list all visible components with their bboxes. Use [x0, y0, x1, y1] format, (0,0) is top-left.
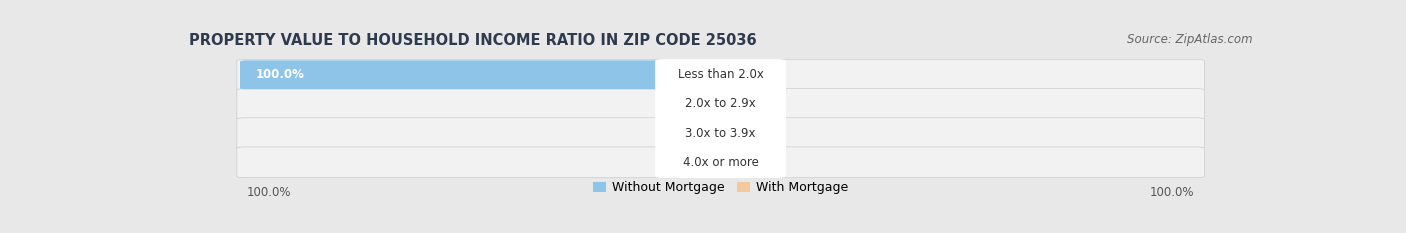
Text: 2.0x to 2.9x: 2.0x to 2.9x	[685, 97, 756, 110]
FancyBboxPatch shape	[688, 148, 725, 176]
Text: 0.0%: 0.0%	[657, 97, 686, 110]
FancyBboxPatch shape	[716, 61, 754, 89]
Text: 0.0%: 0.0%	[755, 97, 785, 110]
FancyBboxPatch shape	[240, 60, 727, 89]
Text: 4.0x or more: 4.0x or more	[683, 156, 758, 169]
FancyBboxPatch shape	[655, 59, 786, 91]
Text: 100.0%: 100.0%	[246, 186, 291, 199]
Text: 0.0%: 0.0%	[657, 156, 686, 169]
Text: 0.0%: 0.0%	[755, 156, 785, 169]
Text: 3.0x to 3.9x: 3.0x to 3.9x	[685, 127, 756, 140]
Text: Less than 2.0x: Less than 2.0x	[678, 68, 763, 81]
FancyBboxPatch shape	[655, 117, 786, 149]
FancyBboxPatch shape	[716, 119, 754, 147]
Text: PROPERTY VALUE TO HOUSEHOLD INCOME RATIO IN ZIP CODE 25036: PROPERTY VALUE TO HOUSEHOLD INCOME RATIO…	[188, 33, 756, 48]
Text: 0.0%: 0.0%	[657, 127, 686, 140]
FancyBboxPatch shape	[716, 148, 754, 176]
FancyBboxPatch shape	[716, 90, 754, 118]
Text: Source: ZipAtlas.com: Source: ZipAtlas.com	[1126, 33, 1253, 46]
FancyBboxPatch shape	[688, 90, 725, 118]
Text: 0.0%: 0.0%	[755, 127, 785, 140]
FancyBboxPatch shape	[688, 119, 725, 147]
Text: 0.0%: 0.0%	[755, 68, 785, 81]
FancyBboxPatch shape	[655, 88, 786, 120]
Text: 100.0%: 100.0%	[256, 68, 304, 81]
FancyBboxPatch shape	[655, 147, 786, 178]
Legend: Without Mortgage, With Mortgage: Without Mortgage, With Mortgage	[588, 176, 853, 199]
Text: 100.0%: 100.0%	[1150, 186, 1195, 199]
FancyBboxPatch shape	[236, 147, 1205, 178]
FancyBboxPatch shape	[236, 59, 1205, 90]
FancyBboxPatch shape	[236, 118, 1205, 148]
FancyBboxPatch shape	[236, 89, 1205, 119]
